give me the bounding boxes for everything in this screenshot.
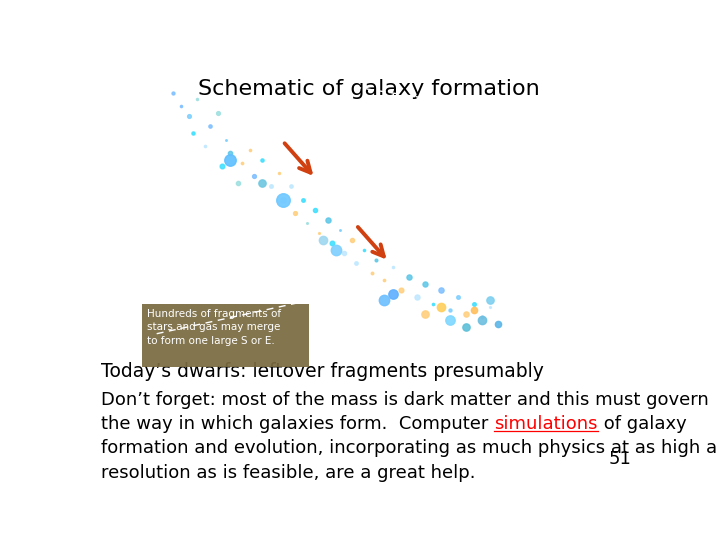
Text: 51: 51 [608,450,631,468]
Text: formation and evolution, incorporating as much physics at as high a: formation and evolution, incorporating a… [101,440,717,457]
Text: resolution as is feasible, are a great help.: resolution as is feasible, are a great h… [101,463,476,482]
Bar [153,63,193,86]
Text: Hundreds of fragments of
stars and gas may merge
to form one large S or E.: Hundreds of fragments of stars and gas m… [146,309,281,346]
Text: the way in which galaxies form.  Computer: the way in which galaxies form. Computer [101,415,495,433]
FancyBboxPatch shape [143,303,309,367]
Text: simulations: simulations [495,415,598,433]
Text: Schematic of galaxy formation: Schematic of galaxy formation [198,79,540,99]
Text: Don’t forget: most of the mass is dark matter and this must govern: Don’t forget: most of the mass is dark m… [101,391,709,409]
Text: of galaxy: of galaxy [598,415,687,433]
Text: Today’s dwarfs: leftover fragments presumably: Today’s dwarfs: leftover fragments presu… [101,362,544,381]
